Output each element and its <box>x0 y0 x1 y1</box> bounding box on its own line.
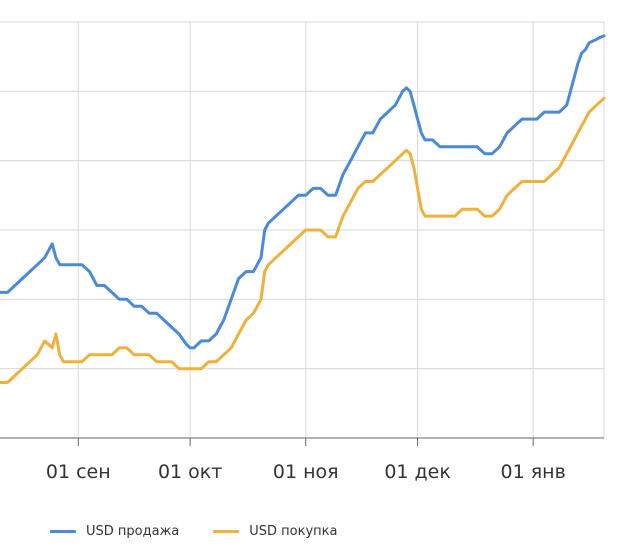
series-line-usd-sell <box>0 34 606 350</box>
x-tick-label: 01 янв <box>501 461 566 483</box>
legend-item-buy[interactable]: USD покупка <box>213 524 337 539</box>
legend-label-buy: USD покупка <box>249 524 338 539</box>
x-tick-label: 01 ноя <box>273 461 339 483</box>
series-usd-buy <box>0 96 606 384</box>
legend-swatch-buy <box>213 530 240 533</box>
legend-item-sell[interactable]: USD продажа <box>50 524 179 539</box>
x-tick-label: 01 сен <box>46 461 111 483</box>
grid <box>0 21 605 438</box>
legend-label-sell: USD продажа <box>86 524 180 539</box>
x-axis-ticks: 01 сен 01 окт 01 ноя 01 дек 01 янв <box>46 438 566 483</box>
series-line-usd-buy <box>0 96 606 384</box>
x-tick-label: 01 окт <box>158 461 222 483</box>
legend-swatch-sell <box>50 530 76 533</box>
series-usd-sell <box>0 34 606 350</box>
legend: USD продажа USD покупка <box>50 524 337 539</box>
x-tick-label: 01 дек <box>384 461 451 483</box>
